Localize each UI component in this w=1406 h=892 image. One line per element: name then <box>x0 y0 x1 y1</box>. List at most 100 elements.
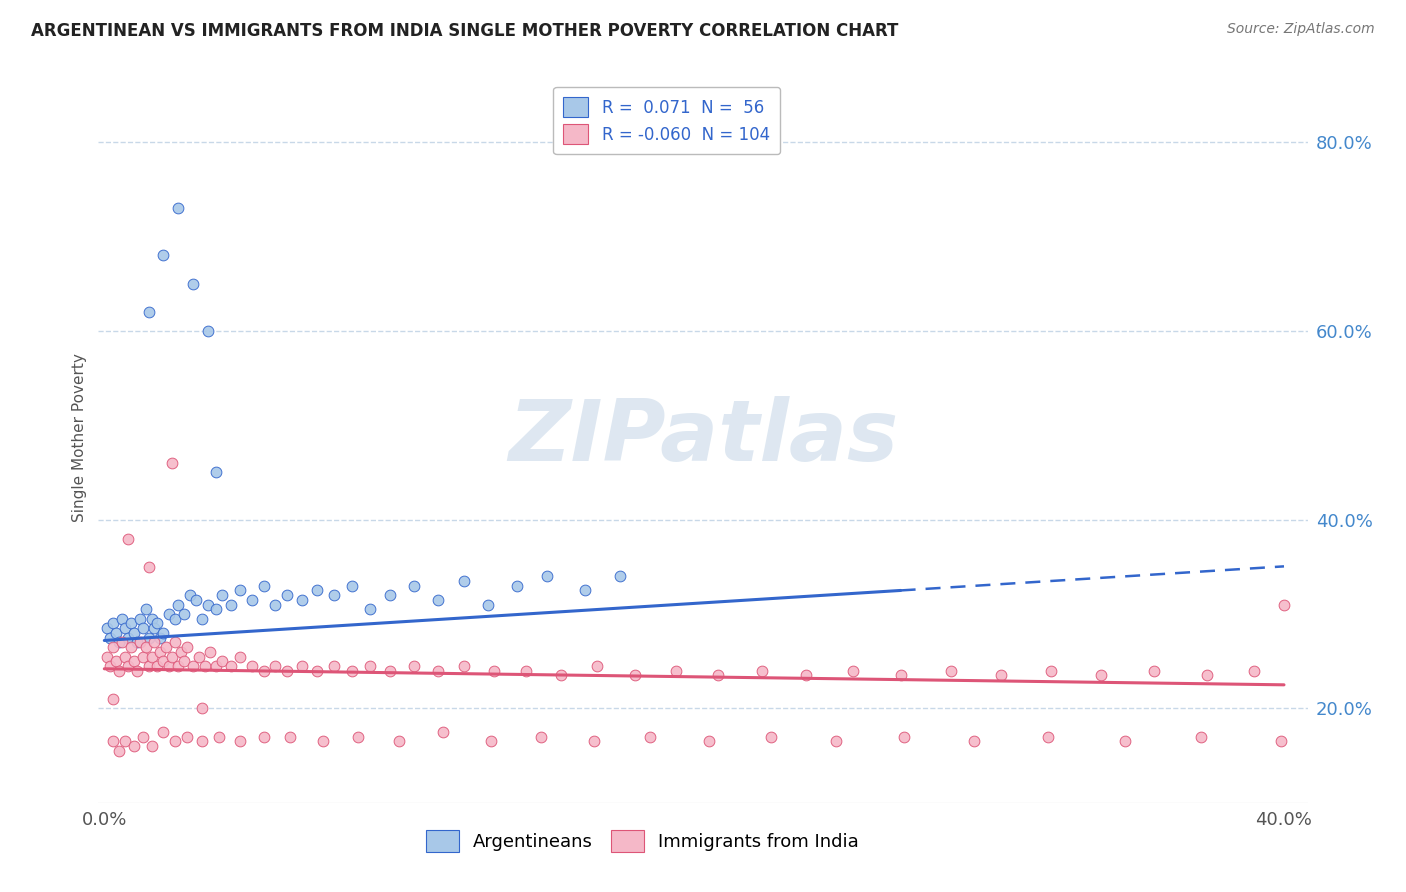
Point <box>98 659 121 673</box>
Point <box>138 559 160 574</box>
Point <box>96 621 118 635</box>
Point <box>157 659 180 673</box>
Point <box>120 616 142 631</box>
Point <box>197 324 219 338</box>
Point <box>323 659 346 673</box>
Point <box>697 734 720 748</box>
Point <box>1243 664 1265 678</box>
Point <box>550 668 572 682</box>
Point <box>380 664 402 678</box>
Point <box>388 734 411 748</box>
Point <box>160 456 183 470</box>
Point <box>1270 734 1292 748</box>
Point <box>624 668 647 682</box>
Point <box>453 659 475 673</box>
Point <box>101 692 124 706</box>
Point <box>794 668 817 682</box>
Point <box>426 664 449 678</box>
Point <box>205 602 228 616</box>
Point <box>170 645 193 659</box>
Point <box>194 659 217 673</box>
Point <box>582 734 605 748</box>
Point <box>111 612 134 626</box>
Point <box>264 598 287 612</box>
Point <box>706 668 728 682</box>
Point <box>402 659 425 673</box>
Point <box>1090 668 1112 682</box>
Point <box>157 607 180 621</box>
Point <box>347 730 370 744</box>
Point <box>122 654 145 668</box>
Point <box>152 725 174 739</box>
Point <box>291 659 314 673</box>
Point <box>167 598 190 612</box>
Point <box>141 612 163 626</box>
Point <box>146 659 169 673</box>
Point <box>128 635 150 649</box>
Point <box>125 635 148 649</box>
Point <box>477 598 499 612</box>
Point <box>167 659 190 673</box>
Point <box>149 645 172 659</box>
Point <box>181 277 204 291</box>
Point <box>291 593 314 607</box>
Point <box>824 734 846 748</box>
Point <box>515 664 537 678</box>
Point <box>240 659 263 673</box>
Point <box>1197 668 1219 682</box>
Point <box>190 701 212 715</box>
Point <box>1189 730 1212 744</box>
Point <box>135 602 157 616</box>
Point <box>305 583 328 598</box>
Point <box>759 730 782 744</box>
Point <box>190 612 212 626</box>
Point <box>402 579 425 593</box>
Point <box>152 626 174 640</box>
Point <box>340 579 363 593</box>
Point <box>131 621 153 635</box>
Point <box>122 626 145 640</box>
Point <box>122 739 145 754</box>
Point <box>842 664 865 678</box>
Point <box>1272 598 1295 612</box>
Point <box>252 664 274 678</box>
Point <box>229 583 252 598</box>
Point <box>1114 734 1136 748</box>
Point <box>96 649 118 664</box>
Point <box>609 569 631 583</box>
Point <box>890 668 912 682</box>
Point <box>167 201 190 215</box>
Point <box>506 579 529 593</box>
Point <box>205 466 228 480</box>
Point <box>120 640 142 654</box>
Point <box>108 744 131 758</box>
Point <box>276 588 298 602</box>
Point <box>128 612 150 626</box>
Point <box>751 664 773 678</box>
Point <box>276 664 298 678</box>
Point <box>165 635 187 649</box>
Point <box>638 730 661 744</box>
Point <box>229 649 252 664</box>
Point <box>963 734 986 748</box>
Point <box>143 635 166 649</box>
Point <box>453 574 475 588</box>
Point <box>114 649 136 664</box>
Point <box>131 649 153 664</box>
Point <box>1143 664 1166 678</box>
Point <box>536 569 558 583</box>
Point <box>340 664 363 678</box>
Point <box>200 645 222 659</box>
Point <box>101 734 124 748</box>
Point <box>264 659 287 673</box>
Point <box>173 654 195 668</box>
Point <box>311 734 333 748</box>
Point <box>141 739 163 754</box>
Point <box>141 649 163 664</box>
Point <box>135 640 157 654</box>
Point <box>146 616 169 631</box>
Point <box>165 612 187 626</box>
Point <box>98 631 121 645</box>
Point <box>138 305 160 319</box>
Point <box>155 640 177 654</box>
